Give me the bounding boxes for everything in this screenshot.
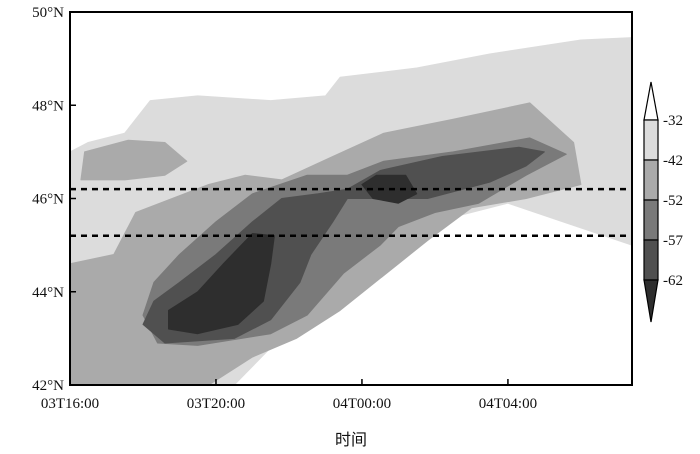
x-tick-label-2: 04T00:00 xyxy=(333,396,391,412)
x-tick-label-3: 04T04:00 xyxy=(479,396,537,412)
colorbar-label-1: -42 xyxy=(663,153,683,169)
x-tick-label-1: 03T20:00 xyxy=(187,396,245,412)
y-tick-label-0: 42°N xyxy=(32,378,64,394)
y-tick-label-3: 48°N xyxy=(32,98,64,114)
plot-area xyxy=(70,12,632,385)
colorbar-label-0: -32 xyxy=(663,113,683,129)
y-tick-label-2: 46°N xyxy=(32,192,64,208)
colorbar-label-3: -57 xyxy=(663,233,683,249)
y-tick-label-1: 44°N xyxy=(32,285,64,301)
y-axis: 42°N 44°N 46°N 48°N 50°N xyxy=(32,5,76,394)
contour-layer xyxy=(70,37,632,385)
colorbar-extend-top xyxy=(643,81,659,121)
contour-region--42-0 xyxy=(80,139,188,181)
colorbar-extend-bottom xyxy=(643,279,659,323)
x-tick-label-0: 03T16:00 xyxy=(41,396,99,412)
x-axis-label: 时间 xyxy=(335,430,367,449)
reference-lines xyxy=(70,187,632,238)
colorbar-band-0 xyxy=(643,119,659,161)
y-tick-label-4: 50°N xyxy=(32,5,64,21)
colorbar-band-2 xyxy=(643,199,659,241)
colorbar-label-4: -62 xyxy=(663,273,683,289)
colorbar-band-3 xyxy=(643,239,659,281)
colorbar-label-2: -52 xyxy=(663,193,683,209)
contour-region--62-0 xyxy=(168,233,275,335)
colorbar: -32 -42 -52 -57 -62 xyxy=(643,81,683,323)
colorbar-band-1 xyxy=(643,159,659,201)
x-axis: 03T16:00 03T20:00 04T00:00 04T04:00 xyxy=(41,379,537,412)
